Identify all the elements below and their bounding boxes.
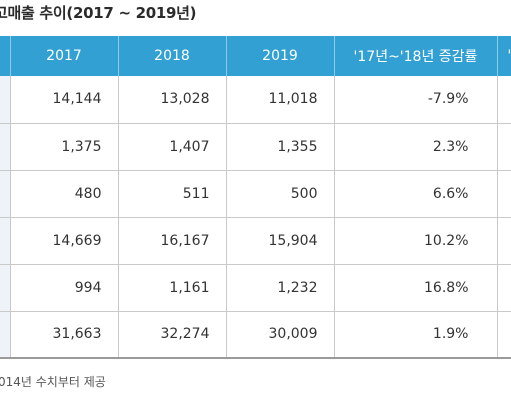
cell-2019: 1,232 — [225, 264, 334, 312]
cell-2017: 31,663 — [9, 311, 118, 359]
cell-change-rate: 16.8% — [333, 264, 497, 312]
table-row: 1,375 1,407 1,355 2.3% — [0, 123, 511, 171]
cell-change-rate: -7.9% — [333, 76, 497, 124]
cell-2017: 14,144 — [9, 76, 118, 124]
header-next-column: ' — [496, 36, 511, 76]
cell-2018: 511 — [117, 170, 226, 218]
header-2017: 2017 — [9, 36, 118, 76]
cell-change-rate: 2.3% — [333, 123, 497, 171]
cell-next-column — [496, 76, 511, 124]
cell-2018: 32,274 — [117, 311, 226, 359]
row-label-cell — [0, 123, 10, 171]
header-2019: 2019 — [225, 36, 334, 76]
row-label-cell — [0, 217, 10, 265]
table-row: 994 1,161 1,232 16.8% — [0, 264, 511, 312]
cell-2018: 16,167 — [117, 217, 226, 265]
cell-next-column — [496, 311, 511, 359]
cell-2019: 11,018 — [225, 76, 334, 124]
cell-2017: 480 — [9, 170, 118, 218]
cell-2017: 1,375 — [9, 123, 118, 171]
cell-change-rate: 1.9% — [333, 311, 497, 359]
header-2018: 2018 — [117, 36, 226, 76]
header-category — [0, 36, 10, 76]
cell-2017: 994 — [9, 264, 118, 312]
cell-2019: 1,355 — [225, 123, 334, 171]
cell-2019: 30,009 — [225, 311, 334, 359]
table-row-total: 31,663 32,274 30,009 1.9% — [0, 311, 511, 359]
sales-table: 2017 2018 2019 '17년~'18년 증감률 ' 14,144 13… — [0, 36, 511, 359]
cell-next-column — [496, 217, 511, 265]
table-row: 14,669 16,167 15,904 10.2% — [0, 217, 511, 265]
cell-change-rate: 10.2% — [333, 217, 497, 265]
header-change-rate: '17년~'18년 증감률 — [333, 36, 497, 76]
cell-change-rate: 6.6% — [333, 170, 497, 218]
cell-2018: 1,407 — [117, 123, 226, 171]
row-label-cell — [0, 170, 10, 218]
table-header-row: 2017 2018 2019 '17년~'18년 증감률 ' — [0, 36, 511, 76]
row-label-cell — [0, 311, 10, 359]
cell-2018: 1,161 — [117, 264, 226, 312]
cell-next-column — [496, 170, 511, 218]
cell-2018: 13,028 — [117, 76, 226, 124]
cell-next-column — [496, 264, 511, 312]
cell-2017: 14,669 — [9, 217, 118, 265]
table-title: 고매출 추이(2017 ~ 2019년) — [0, 4, 197, 22]
row-label-cell — [0, 264, 10, 312]
table-row: 14,144 13,028 11,018 -7.9% — [0, 76, 511, 124]
footnote: 014년 수치부터 제공 — [0, 375, 106, 389]
cell-2019: 500 — [225, 170, 334, 218]
row-label-cell — [0, 76, 10, 124]
cell-2019: 15,904 — [225, 217, 334, 265]
cell-next-column — [496, 123, 511, 171]
table-row: 480 511 500 6.6% — [0, 170, 511, 218]
